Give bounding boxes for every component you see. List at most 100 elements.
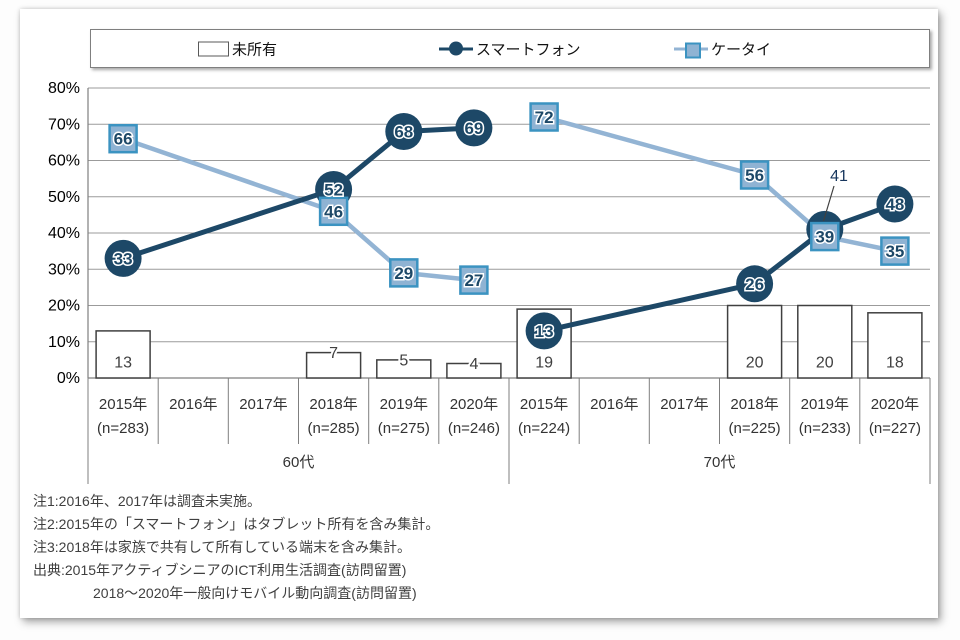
y-tick-label: 30% xyxy=(48,261,80,278)
legend-label-keitai: ケータイ xyxy=(711,41,772,58)
legend-label-not-owned: 未所有 xyxy=(232,41,278,58)
value-label: 13 xyxy=(535,322,554,341)
callout-label: 41 xyxy=(830,168,848,185)
value-label: 68 xyxy=(394,122,413,141)
legend-label-smartphone: スマートフォン xyxy=(476,41,581,58)
x-axis-labels: 2015年 2016年 2017年 2018年 2019年 2020年 2015… xyxy=(97,396,921,471)
n-label: (n=225) xyxy=(729,420,781,437)
value-label: 29 xyxy=(394,264,413,283)
legend-item-keitai: ケータイ xyxy=(674,38,771,59)
bar-label: 7 xyxy=(329,345,338,362)
note-1: 注1:2016年、2017年は調査未実施。 xyxy=(33,493,261,509)
y-tick-label: 70% xyxy=(48,116,80,133)
bar-label: 19 xyxy=(535,355,553,372)
smartphone-marker xyxy=(455,109,493,147)
bar-label: 4 xyxy=(469,356,478,373)
keitai-marker xyxy=(318,196,349,227)
value-label: 33 xyxy=(114,249,133,268)
bar-label: 20 xyxy=(816,355,834,372)
value-label: 66 xyxy=(114,130,133,149)
keitai-line xyxy=(122,114,896,283)
note-2: 注2:2015年の「スマートフォン」はタブレット所有を含み集計。 xyxy=(33,516,440,532)
keitai-marker xyxy=(739,160,770,190)
group-label-60s: 60代 xyxy=(283,454,315,471)
keitai-marker xyxy=(810,221,840,252)
legend: 未所有 スマートフォン ケータイ xyxy=(90,29,930,68)
n-label: (n=233) xyxy=(799,420,851,437)
y-tick-label: 60% xyxy=(48,153,80,170)
year-label: 2019年 xyxy=(801,396,849,413)
keitai-markers xyxy=(108,102,910,295)
x-axis-separators xyxy=(87,378,931,484)
smartphone-marker xyxy=(104,239,142,277)
n-label: (n=224) xyxy=(518,420,570,437)
smartphone-marker xyxy=(736,265,774,303)
n-label: (n=285) xyxy=(308,420,360,437)
value-label: 69 xyxy=(464,119,483,138)
n-label: (n=283) xyxy=(97,420,149,437)
bar-label: 20 xyxy=(746,355,764,372)
y-tick-label: 20% xyxy=(48,298,80,315)
bar xyxy=(305,351,362,379)
year-label: 2020年 xyxy=(450,396,498,413)
year-label: 2017年 xyxy=(660,396,708,413)
value-label: 46 xyxy=(324,202,343,221)
bar-label: 5 xyxy=(399,353,408,370)
year-label: 2017年 xyxy=(239,396,287,413)
y-tick-label: 80% xyxy=(48,80,80,97)
callout-41: 41 xyxy=(822,168,848,222)
year-label: 2020年 xyxy=(871,396,919,413)
year-label: 2016年 xyxy=(590,396,638,413)
not-owned-bars xyxy=(95,304,923,379)
bar-value-labels: 13 7 5 4 19 20 20 18 xyxy=(114,343,904,375)
y-axis-labels: 80% 70% 60% 50% 40% 30% 20% 10% 0% xyxy=(48,80,80,387)
y-tick-label: 0% xyxy=(57,370,80,387)
note-3: 注3:2018年は家族で共有して所有している端末を含み集計。 xyxy=(33,539,411,555)
marker-value-labels: 33 52 68 69 13 26 48 66 46 29 27 72 56 3… xyxy=(112,106,906,342)
value-label: 39 xyxy=(815,228,834,247)
bar xyxy=(867,312,923,379)
source-line-2: 2018〜2020年一般向けモバイル動向調査(訪問留置) xyxy=(93,585,417,601)
bar xyxy=(726,304,783,379)
n-label: (n=275) xyxy=(378,420,430,437)
smartphone-marker xyxy=(876,185,914,223)
value-label: 48 xyxy=(885,195,904,214)
year-label: 2019年 xyxy=(380,396,428,413)
n-label: (n=227) xyxy=(869,420,921,437)
value-label: 56 xyxy=(745,166,764,185)
bar xyxy=(95,330,151,379)
bar-label: 13 xyxy=(114,355,132,372)
smartphone-line xyxy=(122,125,896,334)
year-label: 2018年 xyxy=(309,396,357,413)
keitai-marker xyxy=(389,258,419,288)
keitai-marker xyxy=(108,123,138,154)
n-label: (n=246) xyxy=(448,420,500,437)
year-label: 2015年 xyxy=(520,396,568,413)
bar-label: 18 xyxy=(886,355,904,372)
footnotes: 注1:2016年、2017年は調査未実施。 注2:2015年の「スマートフォン」… xyxy=(33,490,439,605)
keitai-marker xyxy=(529,102,559,132)
year-label: 2015年 xyxy=(99,396,147,413)
value-label: 35 xyxy=(885,242,904,261)
not-owned-bar-swatch-icon xyxy=(198,41,229,56)
smartphone-line-swatch-icon xyxy=(439,41,473,57)
legend-item-not-owned: 未所有 xyxy=(198,38,277,59)
value-label: 27 xyxy=(464,271,483,290)
bar xyxy=(446,362,502,379)
source-line-1: 出典:2015年アクティブシニアのICT利用生活調査(訪問留置) xyxy=(33,562,407,578)
y-tick-label: 40% xyxy=(48,225,80,242)
keitai-line-swatch-icon xyxy=(674,41,708,59)
value-label: 72 xyxy=(535,108,554,127)
gridlines xyxy=(88,87,930,343)
bar xyxy=(797,304,853,379)
y-tick-label: 50% xyxy=(48,189,80,206)
value-label: 26 xyxy=(745,275,764,294)
bar xyxy=(376,359,432,379)
y-tick-label: 10% xyxy=(48,334,80,351)
smartphone-markers xyxy=(104,109,914,350)
value-label: 52 xyxy=(324,180,343,199)
keitai-marker xyxy=(880,236,910,266)
legend-item-smartphone: スマートフォン xyxy=(439,38,581,59)
